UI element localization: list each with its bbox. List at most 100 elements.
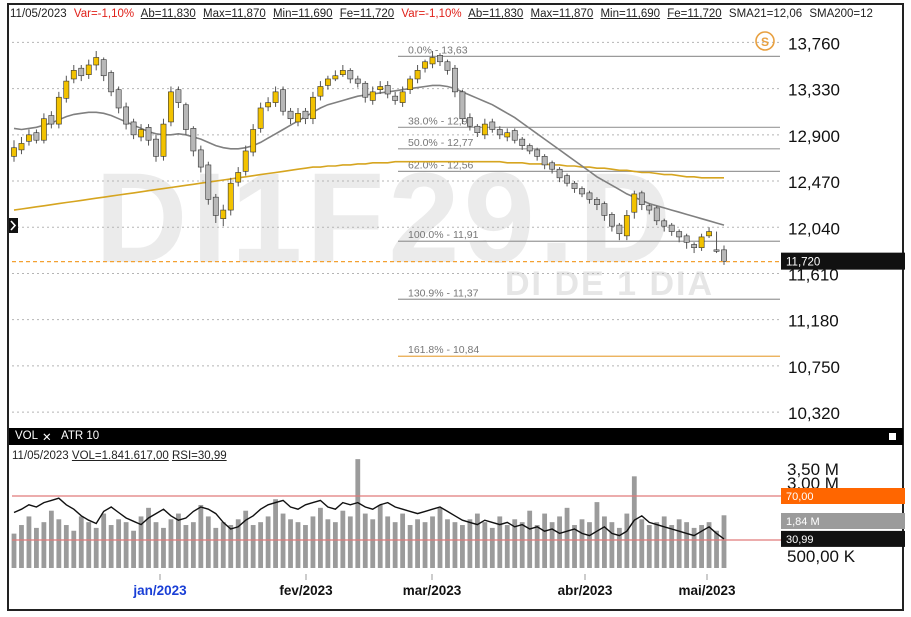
volume-bar <box>198 504 204 568</box>
candle-body <box>549 162 556 170</box>
candle-body <box>93 57 100 66</box>
volume-bar <box>325 519 331 568</box>
sub-value-box <box>781 513 905 529</box>
volume-bar <box>146 507 151 568</box>
candle <box>556 167 563 183</box>
candle <box>18 136 25 155</box>
candle-body <box>317 86 324 97</box>
tab-atr[interactable]: ATR 10 <box>61 430 100 442</box>
candle <box>317 81 324 101</box>
candle-body <box>407 78 414 91</box>
volume-bar <box>392 522 398 568</box>
volume-bar <box>78 516 84 568</box>
info-open-2: Ab=11,830 <box>468 8 524 20</box>
volume-bar <box>452 522 458 568</box>
candle-body <box>399 91 406 103</box>
volume-bar <box>310 516 316 568</box>
date-tick-label: jan/2023 <box>132 583 187 598</box>
currency-icon[interactable]: S <box>755 31 775 51</box>
price-tick-label: 12,040 <box>788 219 840 238</box>
candle <box>354 75 361 88</box>
candle <box>466 113 473 131</box>
candle-body <box>429 57 436 65</box>
volume-bar <box>587 522 592 568</box>
volume-bar <box>639 519 645 568</box>
candle-body <box>175 89 182 103</box>
info-min: Min=11,690 <box>272 8 333 20</box>
candle <box>130 118 137 140</box>
candle <box>145 124 152 146</box>
candle <box>608 212 615 232</box>
volume-bar <box>176 513 181 568</box>
volume-bar <box>213 527 219 568</box>
info-var-2: Var=-1,10% <box>401 8 462 20</box>
candle-body <box>571 182 578 189</box>
candle-body <box>713 249 720 252</box>
panel-maximize-icon[interactable] <box>889 433 896 440</box>
candle <box>713 231 720 254</box>
candle <box>481 118 488 140</box>
date-tick-label: mai/2023 <box>678 583 736 598</box>
candle <box>85 59 92 79</box>
volume-bar <box>228 525 234 568</box>
svg-text:S: S <box>761 35 769 49</box>
candle <box>706 227 712 239</box>
volume-bar <box>26 516 32 568</box>
volume-bar <box>415 519 420 568</box>
candle <box>48 111 55 129</box>
candle-body <box>459 91 466 120</box>
volume-bar <box>205 516 211 568</box>
candle <box>115 86 122 114</box>
candle-body <box>608 214 615 227</box>
volume-bar <box>71 530 77 568</box>
tab-vol[interactable]: VOL <box>15 430 39 442</box>
candle-body <box>250 129 257 153</box>
volume-bar <box>370 519 376 568</box>
price-info-bar: 11/05/2023 Var=-1,10% Ab=11,830 Max=11,8… <box>10 8 902 20</box>
candle <box>40 113 47 144</box>
candle-body <box>33 132 40 141</box>
candle-body <box>310 96 316 120</box>
candle <box>70 64 77 84</box>
volume-bar <box>273 499 278 568</box>
price-tick-label: 13,760 <box>788 34 840 53</box>
candle-body <box>280 89 286 112</box>
left-scroll-handle[interactable] <box>9 218 18 233</box>
volume-bar <box>258 522 264 568</box>
candle <box>526 143 533 155</box>
tab-close-icon[interactable]: ✕ <box>42 432 52 444</box>
info-sma200: SMA200=12 <box>809 8 873 20</box>
volume-bar <box>34 527 39 568</box>
candle-body <box>11 147 17 157</box>
price-tick-label: 11,610 <box>788 265 839 284</box>
volume-bar <box>11 533 17 568</box>
price-tick-label: 10,320 <box>788 404 840 423</box>
candle <box>26 129 32 146</box>
volume-bar <box>48 510 54 568</box>
volume-bar <box>407 525 413 568</box>
candle <box>422 59 428 73</box>
candle <box>168 86 174 127</box>
chart-window <box>7 3 904 611</box>
candle <box>55 91 62 129</box>
candle <box>287 107 294 125</box>
candle-body <box>698 236 705 248</box>
volume-bar <box>280 513 286 568</box>
candle <box>190 126 197 157</box>
volume-bar <box>422 522 428 568</box>
volume-bar <box>288 519 293 568</box>
candle-body <box>220 209 227 219</box>
candle <box>220 204 227 227</box>
volume-bar <box>153 522 159 568</box>
candle <box>377 81 384 95</box>
candle <box>414 64 421 84</box>
candle <box>392 91 399 105</box>
candle <box>549 160 556 174</box>
info-min-2: Min=11,690 <box>600 8 661 20</box>
date-tick-label: abr/2023 <box>558 583 613 598</box>
candle <box>721 245 727 265</box>
candle <box>123 102 130 130</box>
watermark-subtitle: DI DE 1 DIA <box>505 265 714 303</box>
